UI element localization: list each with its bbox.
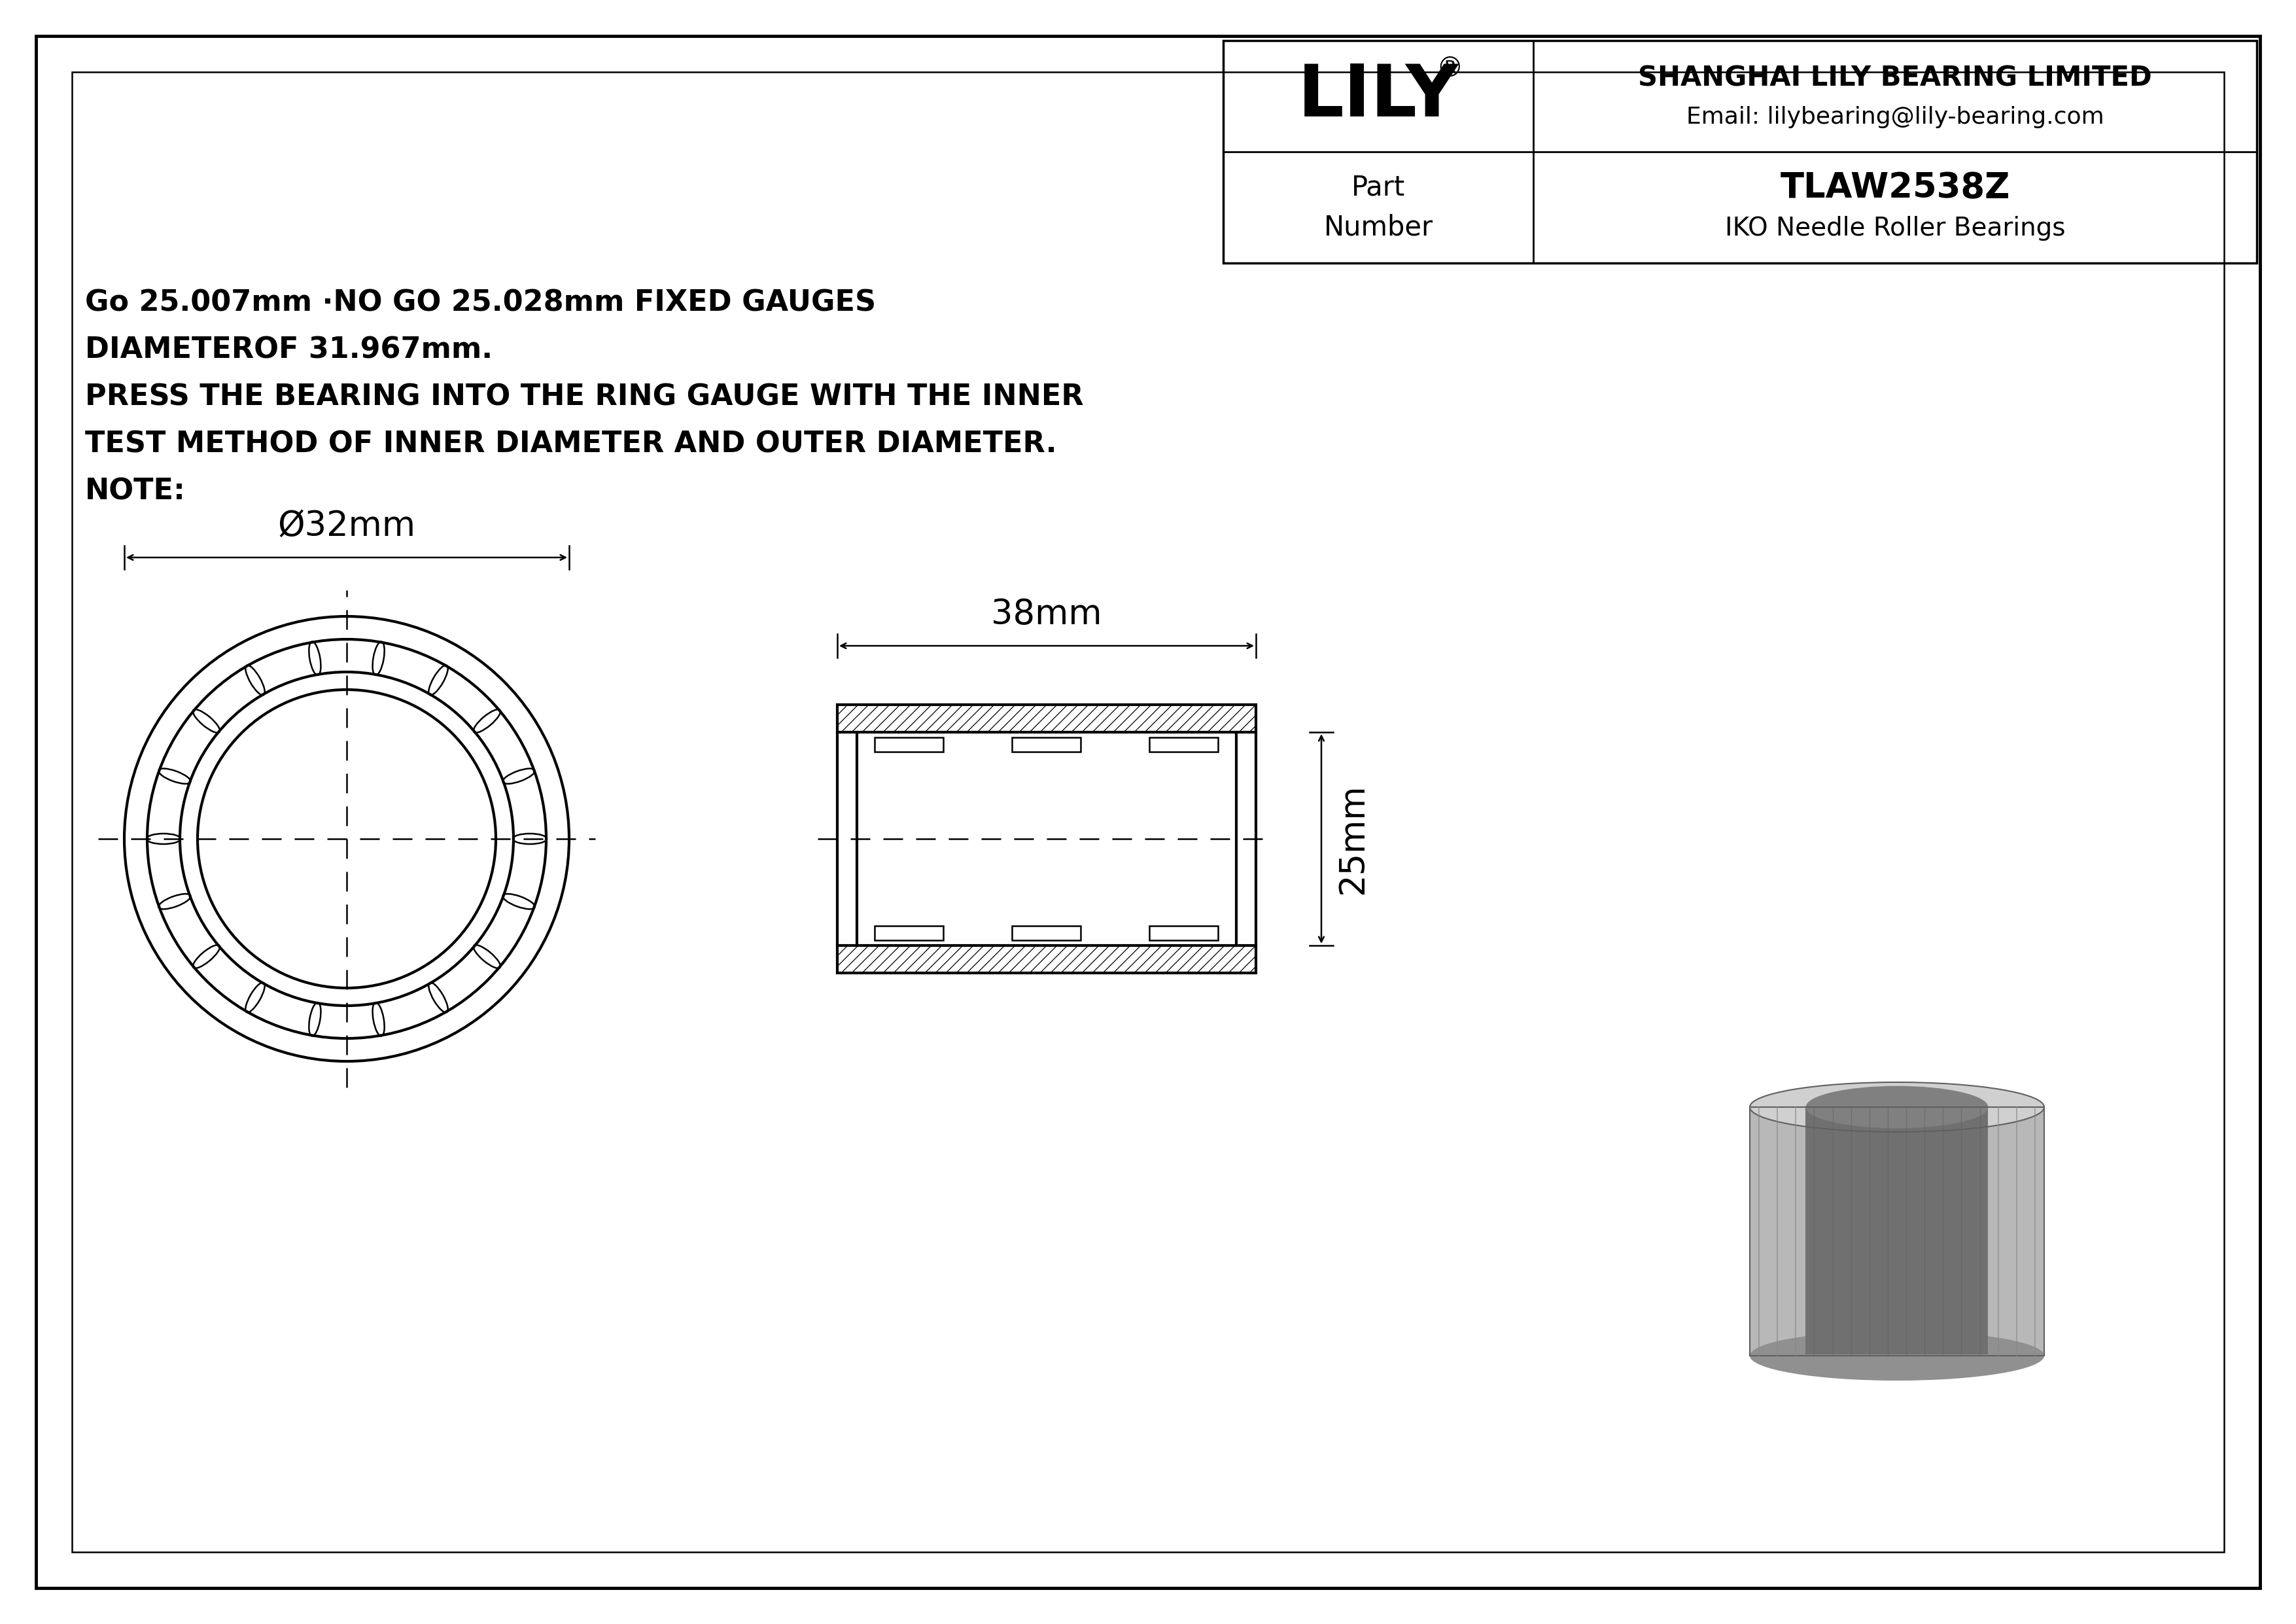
Bar	[875, 737, 944, 752]
Text: SHANGHAI LILY BEARING LIMITED: SHANGHAI LILY BEARING LIMITED	[1637, 63, 2151, 91]
Text: 38mm: 38mm	[992, 598, 1102, 632]
Bar	[1750, 1108, 2043, 1356]
Text: NOTE:: NOTE:	[85, 477, 186, 505]
Bar	[1150, 926, 1219, 940]
Ellipse shape	[1750, 1332, 2043, 1380]
Text: Email: lilybearing@lily-bearing.com: Email: lilybearing@lily-bearing.com	[1685, 106, 2103, 128]
Bar	[1150, 737, 1219, 752]
Bar	[875, 926, 944, 940]
Text: ®: ®	[1435, 55, 1463, 83]
Ellipse shape	[1750, 1082, 2043, 1132]
Text: TEST METHOD OF INNER DIAMETER AND OUTER DIAMETER.: TEST METHOD OF INNER DIAMETER AND OUTER …	[85, 430, 1056, 458]
Bar	[1750, 1108, 2043, 1356]
Text: PRESS THE BEARING INTO THE RING GAUGE WITH THE INNER: PRESS THE BEARING INTO THE RING GAUGE WI…	[85, 383, 1084, 411]
Bar	[1224, 41, 2257, 263]
Bar	[1013, 737, 1081, 752]
Text: DIAMETEROF 31.967mm.: DIAMETEROF 31.967mm.	[85, 336, 494, 364]
Text: Ø32mm: Ø32mm	[278, 508, 416, 542]
Text: IKO Needle Roller Bearings: IKO Needle Roller Bearings	[1724, 216, 2066, 240]
Bar	[838, 705, 1256, 973]
Text: 25mm: 25mm	[1336, 783, 1371, 895]
Text: TLAW2538Z: TLAW2538Z	[1779, 171, 2009, 205]
Text: Go 25.007mm ·NO GO 25.028mm FIXED GAUGES: Go 25.007mm ·NO GO 25.028mm FIXED GAUGES	[85, 289, 877, 317]
Text: LILY: LILY	[1297, 62, 1458, 132]
Text: Part
Number: Part Number	[1322, 174, 1433, 242]
Ellipse shape	[1805, 1086, 1988, 1129]
Bar	[1805, 1108, 1988, 1354]
Bar	[1013, 926, 1081, 940]
